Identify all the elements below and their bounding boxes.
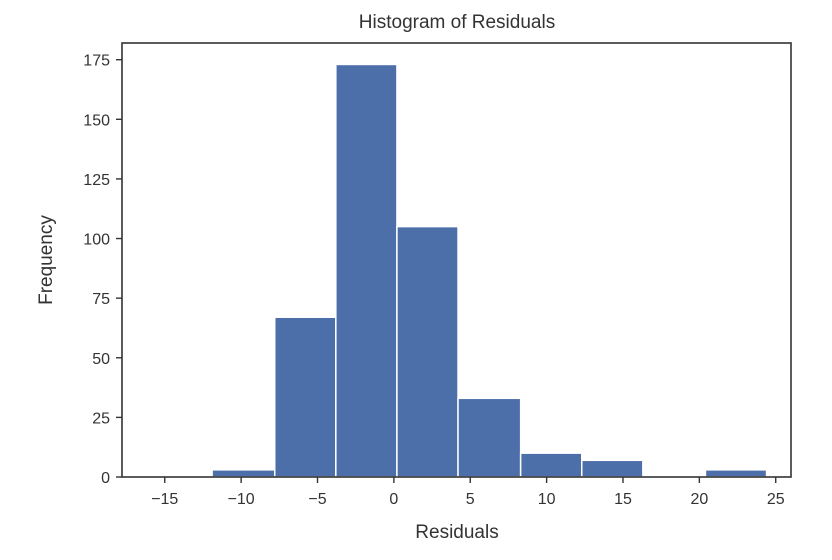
x-tick-label: 15 [614, 491, 632, 508]
chart-title: Histogram of Residuals [359, 12, 555, 33]
y-tick-label: 75 [92, 291, 110, 308]
y-tick-label: 125 [83, 172, 110, 189]
y-tick-label: 100 [83, 232, 110, 249]
x-axis-label: Residuals [415, 522, 498, 543]
bars-group [211, 63, 768, 478]
y-axis-label: Frequency [36, 215, 57, 305]
y-tick-label: 25 [92, 410, 110, 427]
histogram-bar [396, 225, 459, 478]
histogram-bar [580, 459, 644, 478]
y-tick-label: 150 [83, 112, 110, 129]
y-tick-label: 50 [92, 351, 110, 368]
x-tick-label: 25 [767, 491, 785, 508]
histogram-bar [211, 469, 276, 478]
x-tick-label: −5 [308, 491, 326, 508]
x-tick-label: 5 [466, 491, 475, 508]
x-tick-label: 10 [538, 491, 556, 508]
x-tick-label: −10 [228, 491, 255, 508]
histogram-bar [273, 316, 337, 478]
x-tick-label: −15 [151, 491, 178, 508]
y-axis-ticks: 0 25 50 75 100 125 150 175 [83, 53, 122, 487]
plot-frame [121, 42, 792, 478]
histogram-bar [519, 452, 583, 478]
histogram-bar [335, 63, 398, 478]
histogram-bar [457, 397, 522, 478]
y-tick-label: 175 [83, 53, 110, 70]
x-tick-label: 0 [389, 491, 398, 508]
x-axis-ticks: −15 −10 −5 0 5 10 15 20 25 [151, 477, 785, 508]
y-tick-label: 0 [101, 470, 110, 487]
histogram-bar [704, 469, 768, 478]
x-tick-label: 20 [690, 491, 708, 508]
